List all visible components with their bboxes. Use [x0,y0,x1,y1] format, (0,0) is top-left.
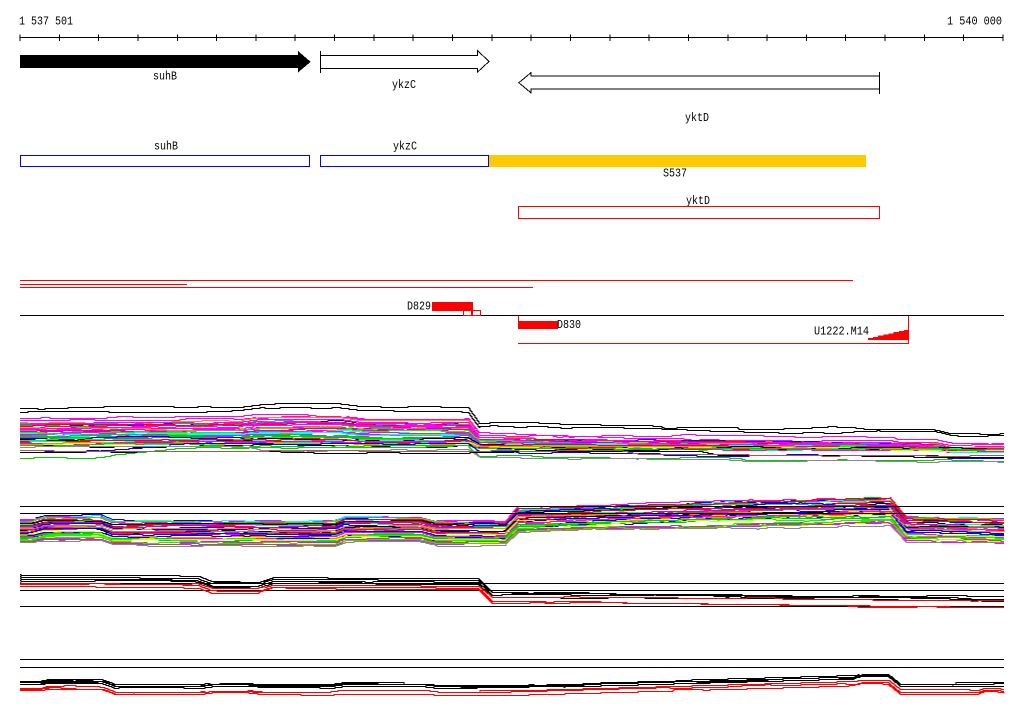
svg-text:1 537 501: 1 537 501 [19,15,73,29]
svg-text:yktD: yktD [685,111,709,125]
svg-text:yktD: yktD [686,194,710,208]
svg-text:U1222.M14: U1222.M14 [814,325,869,339]
svg-text:D829: D829 [407,300,431,314]
svg-text:S537: S537 [663,167,687,181]
svg-text:ykzC: ykzC [392,78,416,92]
svg-text:D830: D830 [557,318,581,332]
svg-text:suhB: suhB [154,140,178,154]
svg-text:1 540 000: 1 540 000 [947,15,1002,29]
svg-text:ykzC: ykzC [393,140,417,154]
svg-text:suhB: suhB [153,70,177,84]
